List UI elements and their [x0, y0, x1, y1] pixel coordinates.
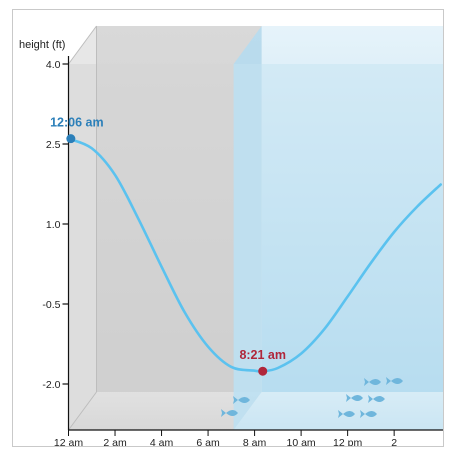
fish-icon-tail: [233, 396, 238, 404]
y-tick-label: 2.5: [46, 139, 61, 151]
fish-icon: [233, 396, 250, 404]
fish-icon: [364, 378, 381, 386]
fish-icon: [221, 409, 238, 417]
fish-icon: [386, 377, 403, 385]
fish-icon: [368, 395, 385, 403]
fish-icon-body: [373, 396, 385, 402]
tide-marker-label: 8:21 am: [239, 348, 286, 362]
x-tick-label: 2 am: [103, 437, 127, 446]
x-tick-label: 2: [391, 437, 397, 446]
y-tick-label: 1.0: [46, 219, 61, 231]
fish-icon-tail: [364, 378, 369, 386]
y-tick-label: -2.0: [42, 379, 60, 391]
fish-icon-tail: [360, 410, 365, 418]
fish-icon-tail: [386, 377, 391, 385]
x-tick-label: 8 am: [243, 437, 267, 446]
fish-icon: [346, 394, 363, 402]
y-tick-label: -0.5: [42, 299, 60, 311]
fish-icon-body: [238, 397, 250, 403]
fish-icon: [360, 410, 377, 418]
fish-icon-tail: [368, 395, 373, 403]
chart-background: [68, 25, 443, 431]
tide-chart: height (ft) 4.0 2.5 1.0 -0.5 -2.0 12 am 2 am 4 a…: [19, 25, 443, 446]
chart-frame: height (ft) 4.0 2.5 1.0 -0.5 -2.0 12 am 2 am 4 a…: [12, 9, 444, 447]
fish-icon: [338, 410, 355, 418]
tide-marker-point[interactable]: [258, 366, 268, 376]
fish-icon-body: [226, 410, 238, 416]
fish-icon-body: [391, 378, 403, 384]
fish-icon-body: [369, 379, 381, 385]
x-tick-label: 12 am: [54, 437, 83, 446]
chart-icons: [221, 377, 403, 418]
fish-icon-tail: [221, 409, 226, 417]
chart-axes: height (ft) 4.0 2.5 1.0 -0.5 -2.0 12 am 2 am 4 a…: [19, 39, 443, 446]
y-tick-label: 4.0: [46, 59, 61, 71]
chart-annotations: 12:06 am 8:21 am: [50, 116, 286, 376]
shading-day-front: [233, 64, 443, 430]
x-tick-label: 10 am: [287, 437, 316, 446]
fish-icon-tail: [338, 410, 343, 418]
fish-icon-body: [343, 411, 355, 417]
y-axis-label: height (ft): [19, 39, 65, 51]
top-edge: [68, 25, 97, 65]
tide-marker-point[interactable]: [66, 134, 76, 144]
fish-icon-tail: [346, 394, 351, 402]
tide-marker-label: 12:06 am: [50, 116, 104, 130]
fish-icon-body: [351, 395, 363, 401]
x-tick-label: 6 am: [196, 437, 220, 446]
x-tick-label: 12 pm: [333, 437, 362, 446]
fish-icon-body: [365, 411, 377, 417]
floor-edge: [68, 391, 97, 431]
x-tick-label: 4 am: [150, 437, 174, 446]
